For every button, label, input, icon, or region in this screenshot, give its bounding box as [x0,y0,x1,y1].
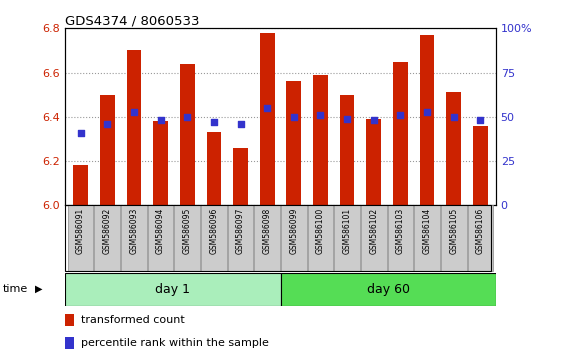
Text: GSM586096: GSM586096 [209,208,218,254]
Text: GSM586105: GSM586105 [449,208,458,254]
Text: GSM586100: GSM586100 [316,208,325,254]
Bar [127,51,141,205]
Text: day 1: day 1 [155,283,190,296]
Bar [281,205,307,271]
Bar [201,205,227,271]
Text: GSM586102: GSM586102 [369,208,378,254]
Bar [260,33,274,205]
Text: GSM586099: GSM586099 [289,208,298,254]
Bar [121,205,146,271]
Bar [447,92,461,205]
Bar [366,119,381,205]
Bar [174,205,200,271]
Text: GSM586091: GSM586091 [76,208,85,254]
Text: GSM586098: GSM586098 [263,208,272,254]
Text: ▶: ▶ [35,284,42,294]
Bar [100,95,114,205]
Text: GSM586092: GSM586092 [103,208,112,254]
Text: day 60: day 60 [367,283,410,296]
Point [422,109,431,114]
Text: GSM586097: GSM586097 [236,208,245,254]
Point [449,114,458,120]
Bar [334,205,360,271]
Bar [180,64,195,205]
Bar [65,337,74,349]
Point [209,119,218,125]
Text: GSM586104: GSM586104 [422,208,431,254]
Text: GSM586106: GSM586106 [476,208,485,254]
Point [476,118,485,123]
Text: GSM586093: GSM586093 [130,208,139,254]
Bar [287,81,301,205]
Point [236,121,245,127]
Bar [388,205,413,271]
Bar [228,205,254,271]
Bar [254,205,280,271]
Bar [441,205,467,271]
Bar [415,205,440,271]
Point [396,112,405,118]
Point [76,130,85,136]
Bar [280,273,496,306]
Text: percentile rank within the sample: percentile rank within the sample [81,338,269,348]
Text: GSM586095: GSM586095 [183,208,192,254]
Bar [65,273,280,306]
Bar [340,95,355,205]
Bar [153,121,168,205]
Text: GSM586103: GSM586103 [396,208,405,254]
Point [369,118,378,123]
Point [263,105,272,111]
Bar [73,166,88,205]
Text: GSM586094: GSM586094 [156,208,165,254]
Bar [65,314,74,326]
Bar [420,35,434,205]
Point [289,114,298,120]
Point [343,116,352,121]
Bar [468,205,493,271]
Text: GSM586101: GSM586101 [343,208,352,254]
Bar [233,148,248,205]
Text: GDS4374 / 8060533: GDS4374 / 8060533 [65,14,199,27]
Point [156,118,165,123]
Bar [361,205,387,271]
Bar [313,75,328,205]
Bar [68,205,93,271]
Point [316,112,325,118]
Point [183,114,192,120]
Point [130,109,139,114]
Text: transformed count: transformed count [81,315,185,325]
Bar [148,205,173,271]
Point [103,121,112,127]
Text: time: time [3,284,28,294]
Bar [206,132,221,205]
Bar [307,205,333,271]
Bar [393,62,408,205]
Bar [473,126,488,205]
Bar [94,205,120,271]
